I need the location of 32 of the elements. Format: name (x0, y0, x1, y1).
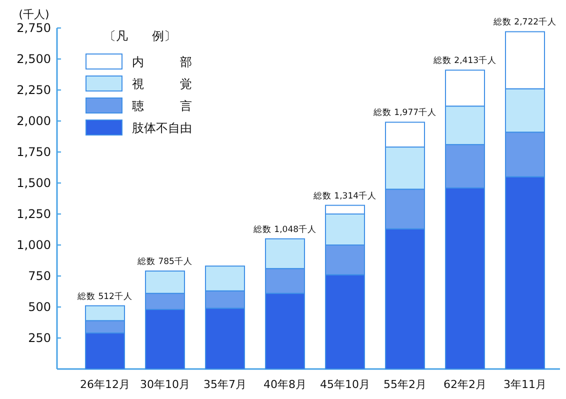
y-tick-label: 1,750 (16, 145, 51, 160)
x-tick-label: 26年12月 (80, 378, 130, 391)
legend-label: 肢体不自由 (132, 121, 192, 136)
x-tick-label: 55年2月 (384, 378, 426, 391)
x-tick-label: 45年10月 (320, 378, 370, 391)
legend-label: 聴 言 (132, 99, 192, 114)
legend-title: 〔凡 例〕 (104, 29, 176, 43)
total-label: 総数 1,048千人 (252, 224, 317, 235)
y-tick-label: 2,250 (16, 83, 51, 98)
x-tick-label: 3年11月 (504, 378, 546, 391)
y-tick-label: 2,000 (16, 114, 51, 128)
y-tick-label: 250 (28, 331, 51, 346)
y-tick-label: 500 (28, 300, 51, 314)
total-label: 総数 2,413千人 (432, 55, 497, 66)
x-tick-label: 35年7月 (204, 378, 246, 391)
total-label: 総数 1,314千人 (312, 190, 377, 202)
y-tick-label: 1,000 (16, 238, 51, 252)
total-label: 総数 785千人 (136, 256, 192, 268)
x-tick-label: 62年2月 (444, 378, 486, 391)
total-label: 総数 1,977千人 (372, 107, 437, 118)
x-tick-label: 30年10月 (140, 378, 190, 391)
y-tick-label: 1,250 (16, 207, 51, 222)
total-label: 総数 512千人 (76, 290, 132, 302)
y-tick-label: 2,750 (16, 21, 51, 36)
y-tick-label: 2,500 (16, 52, 51, 66)
y-axis-title: (千人) (18, 8, 50, 21)
legend-label: 内 部 (132, 55, 192, 70)
legend-label: 視 覚 (132, 77, 192, 92)
y-tick-label: 750 (28, 269, 51, 284)
y-tick-label: 1,500 (16, 176, 51, 190)
x-tick-label: 40年8月 (264, 378, 306, 391)
total-label: 総数 2,722千人 (492, 16, 557, 28)
